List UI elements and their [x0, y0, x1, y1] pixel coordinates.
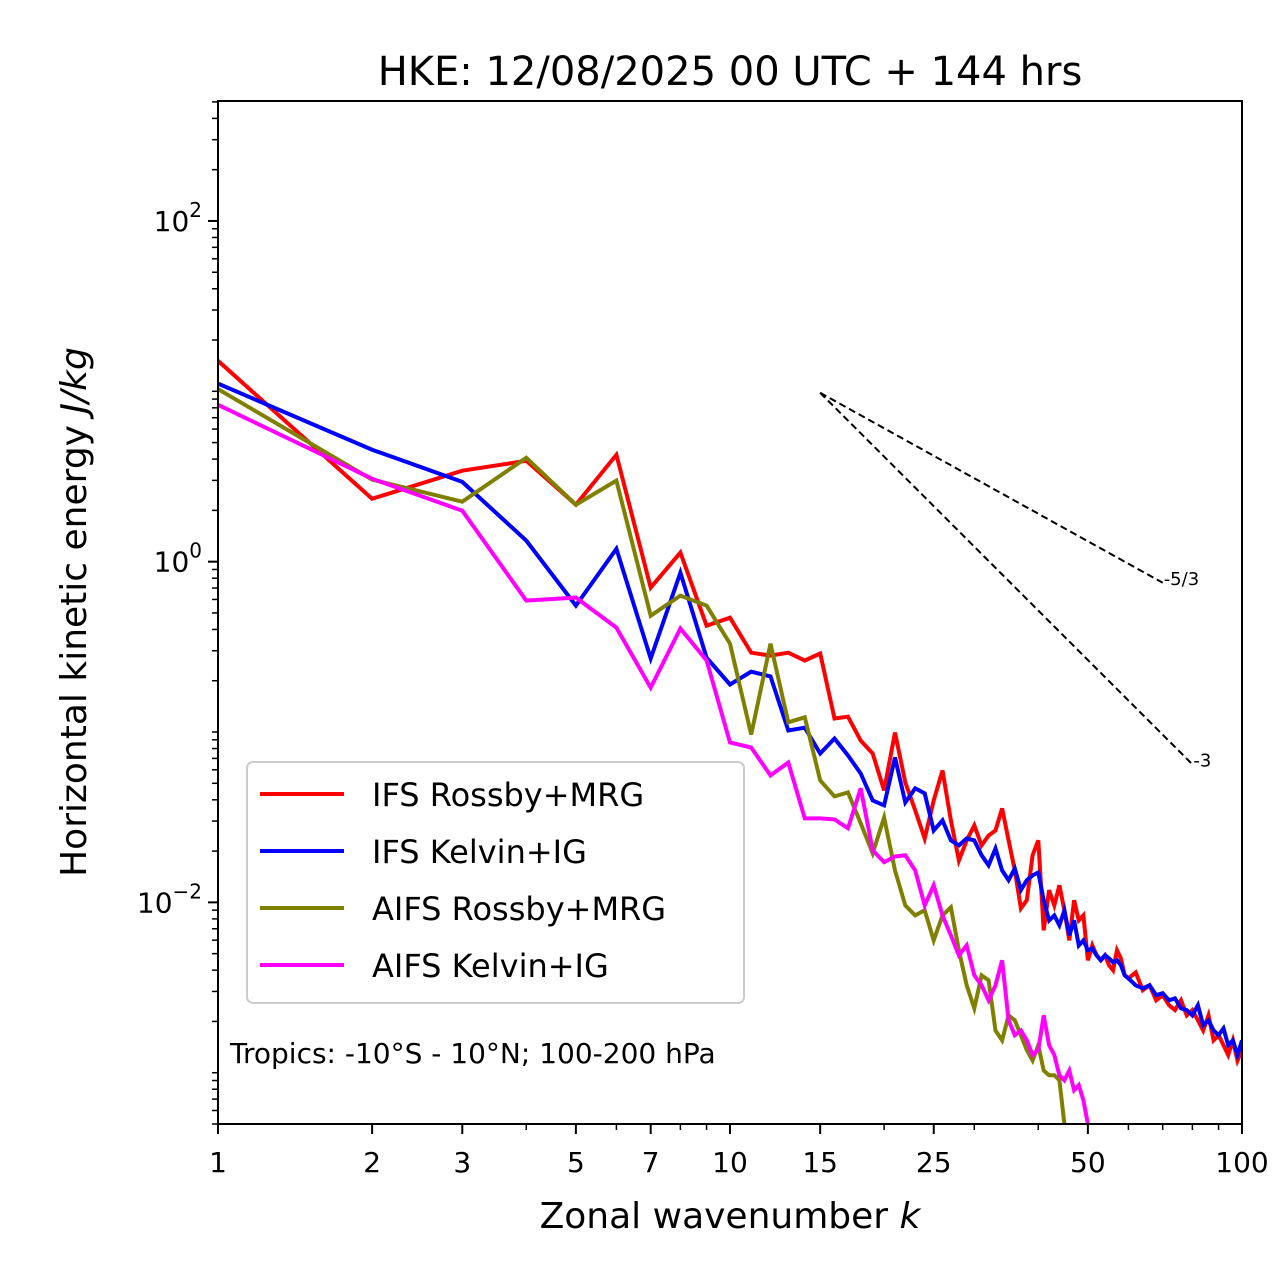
- x-axis-label-var: k: [900, 1196, 923, 1237]
- legend-label: IFS Kelvin+IG: [372, 833, 587, 871]
- x-axis-label-text: Zonal wavenumber: [540, 1196, 889, 1237]
- y-axis-label-unit: J/kg: [54, 347, 95, 419]
- legend-label: IFS Rossby+MRG: [372, 776, 644, 814]
- x-axis-label: Zonal wavenumber k: [540, 1196, 923, 1237]
- x-tick-label: 50: [1070, 1146, 1106, 1179]
- x-tick-label: 7: [642, 1146, 660, 1179]
- chart-title: HKE: 12/08/2025 00 UTC + 144 hrs: [378, 49, 1083, 95]
- legend-label: AIFS Rossby+MRG: [372, 890, 666, 928]
- x-tick-label: 25: [916, 1146, 952, 1179]
- legend-box: [246, 761, 745, 1004]
- legend-item: IFS Rossby+MRG: [260, 776, 644, 814]
- series-line-aifs-rossby-mrg: [218, 387, 1067, 1124]
- y-tick-label: 102: [154, 198, 202, 238]
- reference-line-label: -5/3: [1164, 569, 1199, 590]
- y-tick-label: 10−2: [137, 879, 202, 919]
- legend-item: AIFS Kelvin+IG: [260, 947, 609, 985]
- y-axis: 102 100 10−2: [137, 101, 218, 1125]
- x-axis: 1 2 3 5 7 10 15 25 50 100: [209, 1124, 1269, 1179]
- y-tick-label: 100: [154, 539, 202, 579]
- x-tick-label: 15: [802, 1146, 838, 1179]
- x-tick-label: 10: [712, 1146, 748, 1179]
- series-layer: [218, 359, 1242, 1124]
- legend: IFS Rossby+MRG IFS Kelvin+IG AIFS Rossby+M…: [246, 761, 745, 1004]
- x-tick-label: 2: [363, 1146, 381, 1179]
- legend-item: IFS Kelvin+IG: [260, 833, 587, 871]
- x-tick-label: 100: [1215, 1146, 1268, 1179]
- x-tick-label: 3: [453, 1146, 471, 1179]
- region-annotation: Tropics: -10°S - 10°N; 100-200 hPa: [229, 1037, 716, 1070]
- series-line-aifs-kelvin-ig: [218, 402, 1090, 1124]
- y-axis-label: Horizontal kinetic energy J/kg: [54, 347, 95, 877]
- legend-label: AIFS Kelvin+IG: [372, 947, 609, 985]
- x-tick-label: 1: [209, 1146, 227, 1179]
- legend-item: AIFS Rossby+MRG: [260, 890, 666, 928]
- reference-line-label: -3: [1193, 750, 1211, 771]
- x-tick-label: 5: [567, 1146, 585, 1179]
- y-axis-label-text: Horizontal kinetic energy: [54, 425, 95, 877]
